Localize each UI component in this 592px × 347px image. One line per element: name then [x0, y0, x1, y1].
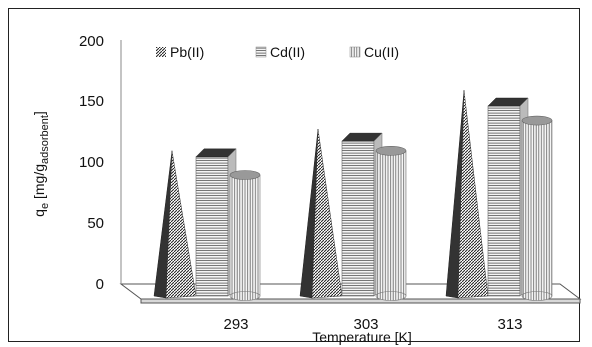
floor-front: [140, 298, 581, 304]
legend: Pb(II) Cd(II) Cu(II): [156, 44, 399, 60]
y-tick-label: 200: [79, 33, 104, 50]
bar-cu-body: [521, 120, 553, 297]
bar-pb-face: [165, 150, 197, 299]
x-tick-label: 303: [353, 316, 378, 333]
bar-pb-face: [311, 128, 343, 299]
x-axis-title: Temperature [K]: [312, 329, 412, 345]
bar-cu-303: [375, 146, 407, 301]
legend-item-cu: Cu(II): [349, 44, 399, 60]
legend-item-pb: Pb(II): [156, 44, 204, 60]
bar-cu-base: [375, 291, 407, 301]
bar-cu-293: [229, 170, 261, 301]
legend-item-cd: Cd(II): [255, 44, 305, 60]
bar-cu-base: [521, 291, 553, 301]
x-tick-label: 313: [497, 316, 522, 333]
legend-label-cu: Cu(II): [364, 44, 399, 60]
legend-label-cd: Cd(II): [270, 44, 305, 60]
y-tick-label: 100: [79, 154, 104, 171]
y-tick-label: 50: [87, 215, 104, 232]
bar-cu-top: [375, 146, 407, 156]
x-tick-label: 293: [223, 316, 248, 333]
bar-pb-293: [153, 150, 197, 299]
y-tick-label: 0: [96, 276, 104, 293]
y-tick-label: 150: [79, 93, 104, 110]
bar-cd-front: [341, 140, 375, 297]
bar-cu-base: [229, 291, 261, 301]
legend-swatch-cd: [255, 46, 267, 58]
legend-label-pb: Pb(II): [170, 44, 204, 60]
bar-cu-313: [521, 115, 553, 301]
y-tick-labels: 0 50 100 150 200: [79, 33, 104, 293]
bar-cu-body: [375, 150, 407, 297]
x-tick-labels: 293 303 313: [223, 316, 522, 333]
bars: [153, 90, 553, 301]
bar-pb-303: [299, 128, 343, 299]
bar-cd-front: [195, 156, 229, 297]
legend-swatch-pb: [156, 47, 166, 57]
bar-pb-face: [457, 90, 489, 299]
y-axis-title: qe [mg/gadsorbent]: [31, 111, 51, 217]
legend-swatch-cu: [349, 46, 361, 58]
bar-cu-top: [229, 170, 261, 180]
bar-cd-front: [487, 105, 521, 297]
bar-pb-313: [445, 90, 489, 299]
bar-cu-top: [521, 115, 553, 126]
bar-cu-body: [229, 174, 261, 297]
